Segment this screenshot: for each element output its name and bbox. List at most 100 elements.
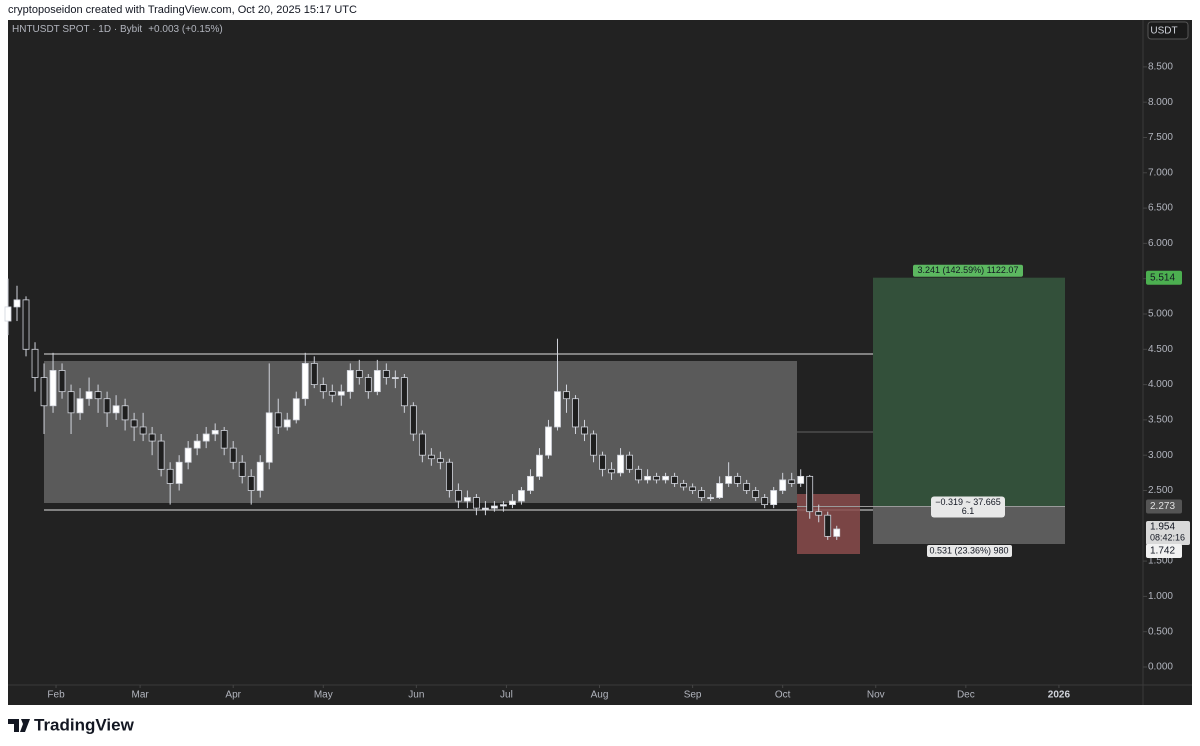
candle-body (328, 391, 336, 396)
candle-body (716, 483, 724, 498)
candle-body (653, 475, 660, 481)
candle-body (319, 384, 327, 393)
y-tick-label: 5.000 (1148, 309, 1173, 320)
x-tick-label: Aug (591, 690, 609, 701)
candle-body (662, 475, 669, 481)
candle-body (788, 479, 796, 484)
x-tick-label: Sep (684, 690, 702, 701)
candle-body (608, 468, 615, 474)
stop-label: 0.531 (23.36%) 980 (929, 545, 1008, 555)
candle-body (707, 497, 715, 499)
candle-body (815, 511, 823, 516)
x-tick-label: Feb (47, 690, 65, 701)
candle-body (590, 433, 597, 456)
y-tick-label: 6.000 (1148, 238, 1173, 249)
candle-body (292, 398, 300, 421)
candle-body (617, 454, 624, 474)
x-tick-label: Apr (225, 690, 241, 701)
candle-body (698, 490, 706, 498)
x-tick-label: Dec (957, 690, 975, 701)
x-tick-label: Jun (408, 690, 424, 701)
y-tick-label: 4.000 (1148, 379, 1173, 390)
candle-body (157, 440, 165, 470)
candle-body (76, 398, 84, 414)
candle-body (31, 348, 39, 378)
brand-name: TradingView (34, 715, 135, 734)
entry-price-box (1146, 499, 1182, 514)
candle-body (824, 514, 832, 537)
y-tick-label: 8.000 (1148, 97, 1173, 108)
candle-body (121, 405, 129, 421)
candle-body (644, 475, 651, 481)
entry-label-bottom: 6.1 (962, 506, 975, 516)
y-tick-label: 3.500 (1148, 415, 1173, 426)
candle-body (518, 490, 525, 502)
candle-body (94, 391, 102, 400)
candle-body (635, 468, 642, 481)
candle-body (445, 461, 453, 491)
y-tick-label: 2.500 (1148, 485, 1173, 496)
candle-body (833, 528, 841, 537)
candle-body (797, 475, 805, 484)
candle-body (770, 490, 778, 506)
change: +0.003 (+0.15%) (148, 24, 223, 35)
brand: TradingView (8, 715, 135, 734)
candle-body (256, 461, 264, 491)
target-label-box (913, 264, 1023, 277)
candle-body (545, 426, 552, 456)
candle-body (22, 299, 30, 350)
target-price: 5.514 (1150, 272, 1175, 283)
candle-body (734, 475, 742, 484)
legend: HNTUSDT SPOT · 1D · Bybit +0.003 (+0.15%) (12, 24, 223, 35)
candle-body (274, 412, 282, 428)
x-tick-label: Jul (500, 690, 513, 701)
candle-body (40, 377, 48, 407)
stop-price-box (1146, 544, 1182, 559)
x-tick-label: Mar (131, 690, 149, 701)
candle-body (13, 299, 21, 308)
candle-body (211, 430, 219, 435)
candle-body (536, 454, 543, 477)
candle-body (220, 430, 228, 449)
y-tick-label: 4.500 (1148, 344, 1173, 355)
candle-body (103, 398, 111, 414)
candle-body (130, 419, 138, 428)
candle-body (337, 391, 345, 396)
candle-body (85, 391, 93, 400)
candle-body (283, 419, 291, 428)
candle-body (473, 497, 480, 509)
x-tick-label: May (314, 690, 333, 701)
profit-zone (873, 277, 1065, 507)
y-tick-label: 0.500 (1148, 626, 1173, 637)
x-tick-label: Oct (775, 690, 791, 701)
candle-body (112, 405, 120, 414)
brand-logo (8, 719, 30, 732)
candle-body (779, 479, 787, 491)
countdown: 08:42:16 (1150, 532, 1185, 542)
currency-box (1147, 21, 1189, 40)
y-tick-label: 8.500 (1148, 62, 1173, 73)
candle-body (689, 486, 697, 491)
candle-body (527, 475, 534, 491)
target-price-box (1146, 270, 1182, 285)
candle-body (184, 447, 192, 463)
stop-label-box (927, 545, 1012, 558)
candle-body (409, 405, 417, 435)
candle-body (391, 377, 399, 379)
candle-body (355, 370, 363, 378)
candle-body (599, 454, 606, 470)
x-tick-label: Nov (867, 690, 885, 701)
candle-body (202, 433, 210, 442)
candle-body (725, 475, 733, 484)
candle-body (346, 370, 354, 393)
candle-body (491, 505, 498, 509)
candle-body (680, 483, 687, 488)
last-price-box (1146, 521, 1190, 546)
candle-body (418, 433, 426, 456)
candle-body (509, 500, 516, 506)
candle-body (400, 377, 408, 407)
y-tick-label: 1.000 (1148, 591, 1173, 602)
candle-body (139, 426, 147, 435)
symbol: HNTUSDT SPOT · 1D · Bybit (12, 24, 142, 35)
